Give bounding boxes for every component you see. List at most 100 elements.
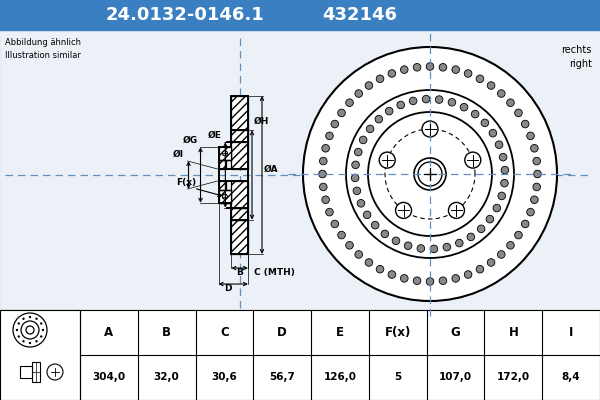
Circle shape <box>303 47 557 301</box>
Text: A: A <box>104 326 113 339</box>
Circle shape <box>430 245 438 253</box>
Circle shape <box>338 231 346 239</box>
Circle shape <box>223 151 227 156</box>
Circle shape <box>376 265 384 273</box>
Circle shape <box>515 109 522 117</box>
Bar <box>20 366 32 378</box>
Circle shape <box>385 107 393 115</box>
Circle shape <box>397 101 404 109</box>
Circle shape <box>448 202 464 218</box>
Text: C: C <box>220 326 229 339</box>
Bar <box>232 142 248 169</box>
Text: ØI: ØI <box>173 150 184 159</box>
Circle shape <box>352 161 359 169</box>
Circle shape <box>486 215 494 223</box>
Circle shape <box>322 144 329 152</box>
Circle shape <box>530 144 538 152</box>
Circle shape <box>40 335 43 338</box>
Text: B: B <box>236 268 243 277</box>
Circle shape <box>365 82 373 89</box>
Circle shape <box>381 230 389 238</box>
Circle shape <box>223 194 227 199</box>
Bar <box>232 96 248 130</box>
Circle shape <box>521 120 529 128</box>
Circle shape <box>346 242 353 249</box>
Circle shape <box>388 70 395 77</box>
Circle shape <box>363 211 371 219</box>
Circle shape <box>26 326 34 334</box>
Circle shape <box>319 170 326 178</box>
Circle shape <box>436 96 443 103</box>
Circle shape <box>414 158 446 190</box>
Circle shape <box>506 99 514 106</box>
Circle shape <box>501 166 509 174</box>
Circle shape <box>395 202 412 218</box>
Circle shape <box>464 70 472 77</box>
Circle shape <box>497 251 505 258</box>
Circle shape <box>371 221 379 229</box>
Circle shape <box>448 98 456 106</box>
Bar <box>32 362 40 382</box>
Text: 56,7: 56,7 <box>269 372 295 382</box>
Circle shape <box>352 174 359 182</box>
Circle shape <box>481 119 488 127</box>
Circle shape <box>443 243 451 251</box>
Circle shape <box>489 129 497 137</box>
Circle shape <box>476 265 484 273</box>
Circle shape <box>460 103 468 111</box>
Circle shape <box>338 109 346 117</box>
Circle shape <box>439 277 447 284</box>
Circle shape <box>376 75 384 83</box>
Bar <box>218 192 232 203</box>
Bar <box>218 158 226 169</box>
Circle shape <box>478 225 485 233</box>
Circle shape <box>506 242 514 249</box>
Text: 432146: 432146 <box>323 6 398 24</box>
Circle shape <box>422 95 430 103</box>
Bar <box>232 130 248 142</box>
Circle shape <box>476 75 484 83</box>
Circle shape <box>17 335 20 338</box>
Text: D: D <box>224 284 232 293</box>
Circle shape <box>322 196 329 204</box>
Bar <box>232 208 248 220</box>
Bar <box>218 147 232 160</box>
Circle shape <box>422 121 438 137</box>
Bar <box>218 190 232 203</box>
Bar <box>232 220 248 254</box>
Circle shape <box>487 259 495 266</box>
Bar <box>218 147 232 158</box>
Text: ØA: ØA <box>264 164 278 174</box>
Text: 107,0: 107,0 <box>439 372 472 382</box>
Circle shape <box>29 342 31 344</box>
Circle shape <box>355 251 362 258</box>
Circle shape <box>35 340 38 342</box>
Circle shape <box>527 132 535 140</box>
Text: 304,0: 304,0 <box>92 372 125 382</box>
Circle shape <box>346 90 514 258</box>
Circle shape <box>439 64 447 71</box>
Circle shape <box>521 220 529 228</box>
Circle shape <box>495 141 503 148</box>
Circle shape <box>404 242 412 250</box>
Circle shape <box>426 63 434 70</box>
Text: C (MTH): C (MTH) <box>254 268 295 277</box>
Circle shape <box>472 110 479 118</box>
Text: ØE: ØE <box>208 131 221 140</box>
Circle shape <box>367 125 374 133</box>
Circle shape <box>353 187 361 195</box>
Circle shape <box>487 82 495 89</box>
Circle shape <box>319 157 327 165</box>
Circle shape <box>21 321 39 339</box>
Circle shape <box>326 132 333 140</box>
Circle shape <box>465 152 481 168</box>
Circle shape <box>375 115 383 123</box>
Circle shape <box>368 112 492 236</box>
Circle shape <box>13 313 47 347</box>
Circle shape <box>533 183 541 191</box>
Circle shape <box>418 162 442 186</box>
Text: H: H <box>508 326 518 339</box>
Text: ØG: ØG <box>182 136 197 145</box>
Text: B: B <box>162 326 171 339</box>
Circle shape <box>417 245 425 252</box>
